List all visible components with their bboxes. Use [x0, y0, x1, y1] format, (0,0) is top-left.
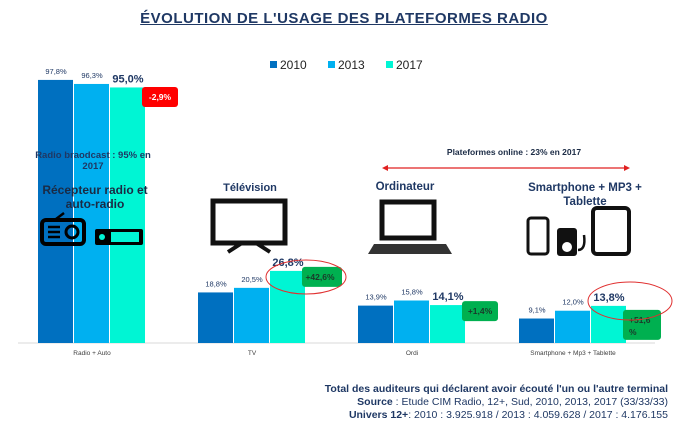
ordi-label: Ordinateur	[375, 181, 435, 193]
source-text: : Etude CIM Radio, 12+, Sud, 2010, 2013,…	[392, 396, 668, 408]
legend-label: 2010	[280, 58, 307, 72]
television-icon	[210, 198, 288, 254]
legend-swatch	[270, 61, 277, 68]
radio-device-label: Récepteur radio et auto-radio	[42, 183, 148, 211]
category-label: TV	[248, 350, 257, 357]
univers-label: Univers 12+	[348, 409, 409, 421]
online-note: Plateformes online : 23% en 2017	[446, 147, 582, 157]
tv-screen	[210, 198, 288, 246]
change-badge	[302, 266, 342, 287]
legend-swatch	[328, 61, 335, 68]
highlight-circle	[587, 281, 673, 321]
mp3-earphone	[577, 234, 586, 252]
change-badge	[142, 87, 178, 107]
bar-2017-3	[591, 305, 626, 343]
bar-2017-0	[110, 87, 145, 343]
legend-swatch	[386, 61, 393, 68]
data-label: 18,8%	[205, 279, 227, 288]
data-label: 13,9%	[365, 293, 387, 302]
bar-2017-2	[430, 305, 465, 343]
car-radio-icon	[95, 229, 143, 245]
category-label: Ordi	[406, 350, 418, 357]
bar-2013-3	[555, 310, 590, 343]
laptop-icon	[368, 199, 452, 254]
mobile-label: Smartphone + MP3 + Tablette	[528, 182, 642, 208]
univers-text: : 2010 : 3.925.918 / 2013 : 4.059.628 / …	[408, 409, 668, 421]
footer-total: Total des auditeurs qui déclarent avoir …	[324, 383, 668, 395]
radio-icon	[40, 212, 86, 246]
bar-2013-2	[394, 300, 429, 343]
tablet-body	[591, 206, 631, 256]
smartphone-icon	[526, 216, 550, 256]
bar-2010-3	[519, 318, 554, 343]
bar-2017-1	[270, 270, 305, 343]
data-label: 9,1%	[528, 306, 545, 315]
tv-label: Télévision	[223, 182, 277, 194]
legend-label: 2013	[338, 58, 365, 72]
legend-label: 2017	[396, 58, 423, 72]
laptop-screen	[379, 199, 437, 241]
mp3-wheel	[562, 242, 572, 252]
bar-2010-2	[358, 305, 393, 343]
data-label: 26,8%	[272, 257, 303, 269]
data-label: 96,3%	[81, 71, 103, 80]
highlight-circle	[265, 259, 347, 295]
change-label: %	[629, 327, 637, 337]
mp3-player-icon	[557, 228, 586, 256]
radio-broadcast-note: Radio braodcast : 95% en 2017	[35, 150, 151, 172]
data-label: 95,0%	[112, 73, 143, 85]
data-label: 13,8%	[593, 292, 624, 304]
change-label: +1,4%	[468, 306, 493, 316]
bar-2010-0	[38, 79, 73, 343]
radio-lines	[48, 212, 65, 239]
bar-2013-0	[74, 83, 109, 343]
bar-2013-1	[234, 287, 269, 343]
footer: Total des auditeurs qui déclarent avoir …	[325, 383, 668, 422]
radio-speaker	[64, 224, 80, 240]
change-badge	[462, 301, 498, 322]
data-label: 14,1%	[432, 291, 463, 303]
data-label: 15,8%	[401, 287, 423, 296]
category-label: Radio + Auto	[73, 350, 111, 357]
data-label: 12,0%	[562, 298, 584, 307]
phone-body	[526, 216, 550, 256]
category-label: Smartphone + Mp3 + Tablette	[530, 350, 616, 357]
radio-body	[40, 218, 86, 246]
data-label: 20,5%	[241, 275, 263, 284]
chart-title: ÉVOLUTION DE L'USAGE DES PLATEFORMES RAD…	[140, 10, 548, 27]
tv-stand	[226, 241, 272, 254]
change-label: -2,9%	[149, 92, 172, 102]
car-radio-knob	[99, 234, 105, 240]
source-label: Source	[357, 396, 393, 408]
laptop-keyboard	[368, 244, 452, 254]
car-radio-display	[111, 232, 139, 242]
change-label: +42,6%	[305, 272, 335, 282]
bar-2010-1	[198, 292, 233, 343]
tablet-icon	[591, 206, 631, 256]
data-label: 97,8%	[45, 67, 67, 76]
